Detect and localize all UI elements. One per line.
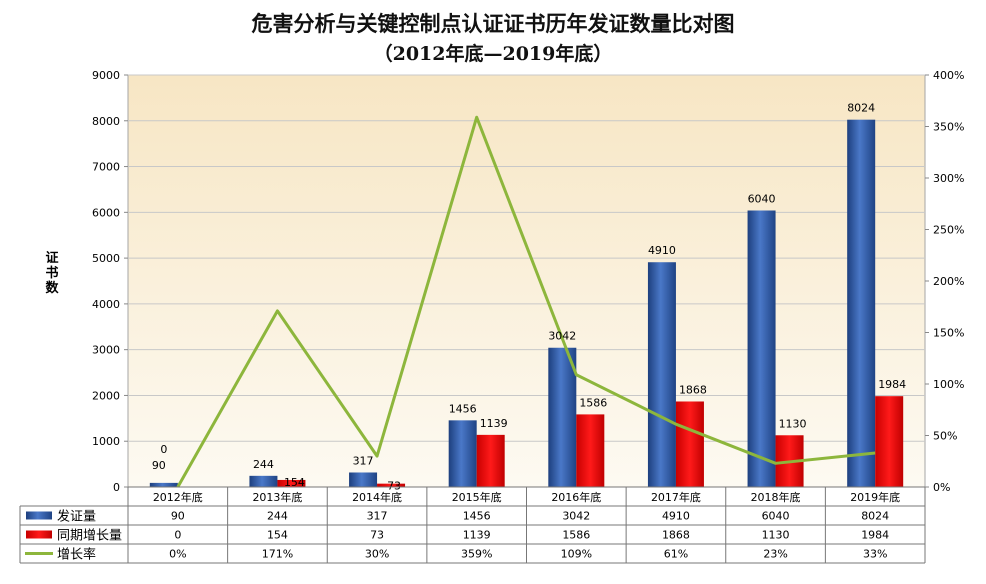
- table-cell: 154: [267, 529, 288, 542]
- bar-issued: [349, 472, 378, 487]
- chart-title: 危害分析与关键控制点认证证书历年发证数量比对图: [251, 11, 735, 36]
- legend-label: 发证量: [57, 509, 96, 525]
- y-right-tick-label: 200%: [933, 275, 964, 288]
- bar-label-issued: 4910: [648, 244, 676, 257]
- y-left-tick-label: 6000: [92, 206, 120, 219]
- y-left-tick-label: 5000: [92, 252, 120, 265]
- table-cell: 73: [370, 529, 384, 542]
- bar-label-growth: 1586: [579, 396, 607, 409]
- table-cell: 1130: [762, 529, 790, 542]
- table-cell: 1456: [463, 510, 491, 523]
- bar-label-growth: 1130: [779, 417, 807, 430]
- y-left-tick-label: 1000: [92, 435, 120, 448]
- y-right-tick-label: 50%: [933, 430, 957, 443]
- table-cell: 0%: [169, 548, 186, 561]
- y-right-tick-label: 150%: [933, 327, 964, 340]
- x-category-label: 2014年底: [352, 490, 402, 504]
- y-left-tick-label: 2000: [92, 389, 120, 402]
- table-cell: 1586: [562, 529, 590, 542]
- bar-label-growth: 154: [284, 476, 305, 489]
- table-cell: 8024: [861, 510, 889, 523]
- y-right-tick-label: 100%: [933, 378, 964, 391]
- y-axis-label-char: 证: [45, 251, 58, 266]
- bar-label-growth: 1984: [878, 378, 906, 391]
- table-cell: 1868: [662, 529, 690, 542]
- table-cell: 23%: [763, 548, 787, 561]
- bar-issued: [847, 119, 876, 487]
- table-cell: 90: [171, 510, 185, 523]
- x-category-label: 2012年底: [153, 490, 203, 504]
- bar-growth: [277, 479, 306, 487]
- bar-growth: [875, 396, 904, 487]
- bar-issued: [548, 347, 577, 487]
- y-left-tick-label: 0: [113, 481, 120, 494]
- bar-label-issued: 90: [152, 459, 166, 472]
- table-cell: 171%: [262, 548, 293, 561]
- bar-label-issued: 8024: [847, 102, 875, 115]
- table-cell: 4910: [662, 510, 690, 523]
- x-category-label: 2015年底: [452, 490, 502, 504]
- table-cell: 359%: [461, 548, 492, 561]
- plot-area: [127, 74, 926, 488]
- y-right-tick-label: 350%: [933, 121, 964, 134]
- table-cell: 1984: [861, 529, 889, 542]
- x-category-label: 2013年底: [252, 490, 302, 504]
- y-left-tick-label: 4000: [92, 298, 120, 311]
- bar-issued: [647, 262, 676, 487]
- y-right-tick-label: 300%: [933, 172, 964, 185]
- y-left-tick-label: 3000: [92, 344, 120, 357]
- legend-label: 增长率: [57, 547, 96, 563]
- chart-subtitle: （2012年底—2019年底）: [373, 43, 613, 65]
- table-cell: 244: [267, 510, 288, 523]
- y-right-tick-label: 400%: [933, 69, 964, 82]
- bar-growth: [675, 401, 704, 487]
- table-cell: 317: [367, 510, 388, 523]
- x-category-label: 2016年底: [551, 490, 601, 504]
- bar-issued: [249, 475, 278, 487]
- y-right-tick-label: 0%: [933, 481, 950, 494]
- x-category-label: 2019年底: [850, 490, 900, 504]
- growth-rate-line: [176, 115, 876, 488]
- legend-key-issued: [26, 511, 52, 520]
- bar-issued: [747, 210, 776, 487]
- table-cell: 1139: [463, 529, 491, 542]
- table-cell: 0: [174, 529, 181, 542]
- bar-label-growth: 1139: [480, 417, 508, 430]
- y-left-tick-label: 8000: [92, 115, 120, 128]
- table-cell: 33%: [863, 548, 887, 561]
- legend-label: 同期增长量: [57, 529, 122, 544]
- table-cell: 61%: [664, 548, 688, 561]
- bar-growth: [377, 483, 406, 487]
- bar-label-growth: 73: [387, 480, 401, 493]
- table-cell: 3042: [562, 510, 590, 523]
- bar-growth: [476, 434, 505, 487]
- bar-growth: [576, 414, 605, 487]
- y-axis-label-char: 书: [45, 265, 58, 281]
- legend-key-growth: [26, 530, 52, 539]
- bar-label-issued: 1456: [449, 402, 477, 415]
- bar-issued: [149, 482, 178, 487]
- y-left-tick-label: 7000: [92, 161, 120, 174]
- bar-label-issued: 317: [353, 454, 374, 467]
- bar-issued: [448, 420, 477, 487]
- y-right-tick-label: 250%: [933, 224, 964, 237]
- table-cell: 109%: [561, 548, 592, 561]
- bar-label-growth: 1868: [679, 383, 707, 396]
- x-category-label: 2018年底: [751, 490, 801, 504]
- y-left-tick-label: 9000: [92, 69, 120, 82]
- bar-label-issued: 6040: [748, 193, 776, 206]
- bar-label-issued: 244: [253, 458, 274, 471]
- table-cell: 6040: [762, 510, 790, 523]
- bar-label-issued: 3042: [548, 330, 576, 343]
- table-cell: 30%: [365, 548, 389, 561]
- x-category-label: 2017年底: [651, 490, 701, 504]
- bar-label-growth: 0: [160, 443, 167, 456]
- y-axis-label-char: 数: [45, 280, 59, 296]
